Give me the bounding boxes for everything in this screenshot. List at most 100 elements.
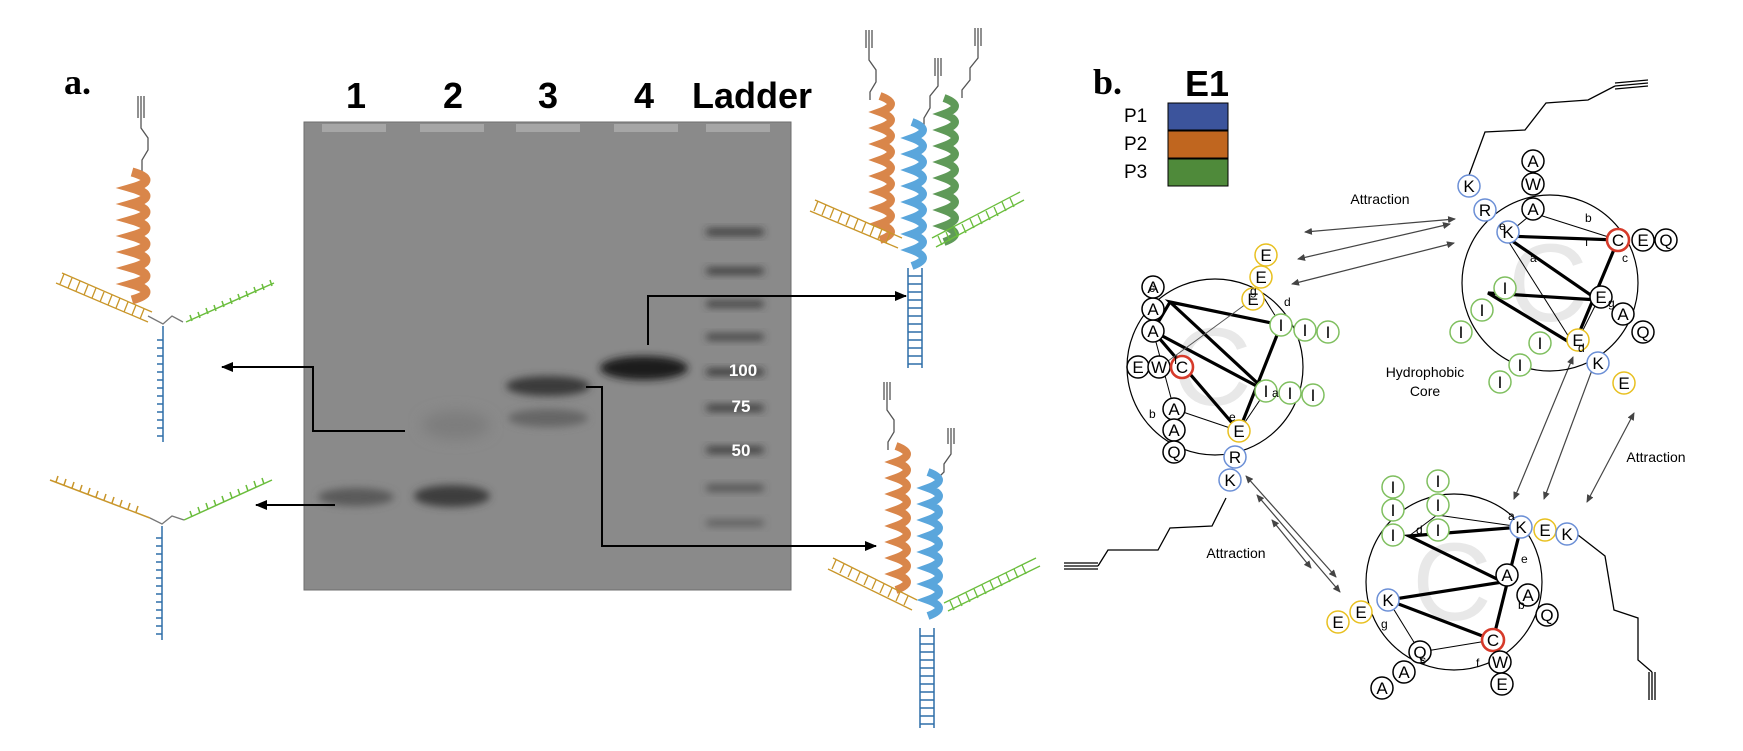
band-lane3-main bbox=[506, 376, 590, 396]
residue-letter: I bbox=[1436, 472, 1441, 491]
residue-letter: Q bbox=[1167, 443, 1180, 462]
heptad-position-label: c bbox=[1149, 281, 1155, 295]
residue-circle bbox=[1254, 379, 1278, 403]
residue: E bbox=[1589, 285, 1613, 309]
residue-circle bbox=[1589, 285, 1613, 309]
residue-circle bbox=[1254, 243, 1278, 267]
residue-letter: E bbox=[1572, 331, 1583, 350]
residue: K bbox=[1586, 351, 1610, 375]
residue-letter: E bbox=[1618, 374, 1629, 393]
residue-letter: K bbox=[1224, 471, 1236, 490]
arrow-lane4-to-three-peptide bbox=[647, 291, 907, 345]
residue-letter: C bbox=[1176, 358, 1188, 377]
residue-circle bbox=[1381, 475, 1405, 499]
heptad-position-label: d bbox=[1284, 295, 1291, 309]
residue: A bbox=[1141, 297, 1165, 321]
heptad-position-label: d bbox=[1416, 523, 1423, 537]
residue-letter: K bbox=[1463, 177, 1475, 196]
residue: A bbox=[1162, 397, 1186, 421]
lane-label-1: 1 bbox=[346, 75, 366, 116]
legend-swatch-p1 bbox=[1167, 102, 1229, 131]
residue-letter: K bbox=[1561, 525, 1573, 544]
residue-letter: I bbox=[1503, 279, 1508, 298]
attraction-label-bottom: Attraction bbox=[1206, 545, 1265, 561]
residue: A bbox=[1141, 319, 1165, 343]
gel-image: 100 75 50 bbox=[303, 121, 792, 591]
residue-letter: I bbox=[1391, 501, 1396, 520]
residue-letter: K bbox=[1502, 223, 1514, 242]
residue-letter: I bbox=[1288, 384, 1293, 403]
heptad-position-label: c bbox=[1622, 251, 1628, 265]
residue-circle bbox=[1316, 320, 1340, 344]
residue-circle bbox=[1162, 440, 1186, 464]
residue-circle bbox=[1249, 265, 1273, 289]
residue: I bbox=[1381, 523, 1405, 547]
residue-circle bbox=[1293, 318, 1317, 342]
residue-circle bbox=[1631, 228, 1655, 252]
residue-circle bbox=[1555, 522, 1579, 546]
residue-letter: Q bbox=[1540, 606, 1553, 625]
residue: E bbox=[1612, 371, 1636, 395]
residue: A bbox=[1162, 418, 1186, 442]
residue: W bbox=[1488, 650, 1512, 674]
panel-a-label: a. bbox=[64, 62, 91, 102]
residue-circle bbox=[1480, 627, 1506, 653]
lane-label-ladder: Ladder bbox=[692, 75, 812, 116]
residue-letter: I bbox=[1436, 521, 1441, 540]
residue-circle bbox=[1521, 197, 1545, 221]
residue: R bbox=[1473, 198, 1497, 222]
residue: K bbox=[1457, 174, 1481, 198]
residue: I bbox=[1269, 313, 1293, 337]
schematic-two-peptide bbox=[827, 382, 1041, 728]
lane-label-2: 2 bbox=[443, 75, 463, 116]
residue: I bbox=[1449, 320, 1473, 344]
residue-letter: E bbox=[1260, 246, 1271, 265]
residue: E bbox=[1241, 287, 1265, 311]
panel-b-label: b. bbox=[1093, 62, 1122, 102]
residue: A bbox=[1521, 197, 1545, 221]
residue-letter: A bbox=[1527, 200, 1539, 219]
band-lane2-smear bbox=[422, 411, 490, 439]
residue: Q bbox=[1631, 320, 1655, 344]
residue: A bbox=[1516, 583, 1540, 607]
residue: E bbox=[1631, 228, 1655, 252]
ladder-band bbox=[706, 301, 764, 307]
residue: K bbox=[1218, 468, 1242, 492]
ladder-band bbox=[706, 268, 764, 274]
residue-letter: I bbox=[1279, 316, 1284, 335]
heptad-position-label: b bbox=[1518, 598, 1525, 612]
residue: E bbox=[1249, 265, 1273, 289]
legend-swatch-p2 bbox=[1167, 130, 1229, 159]
residue: I bbox=[1426, 469, 1450, 493]
residue: I bbox=[1426, 493, 1450, 517]
band-lane3-lower bbox=[508, 409, 588, 427]
ladder-mark-50: 50 bbox=[732, 441, 751, 460]
residue: I bbox=[1426, 518, 1450, 542]
residue: Q bbox=[1535, 603, 1559, 627]
hydrophobic-core-line2: Core bbox=[1410, 383, 1441, 399]
residue: W bbox=[1521, 172, 1545, 196]
ladder-band bbox=[706, 447, 764, 453]
residue-circle bbox=[1516, 583, 1540, 607]
residue-letter: I bbox=[1436, 496, 1441, 515]
attraction-label-top: Attraction bbox=[1350, 191, 1409, 207]
residue: C bbox=[1169, 354, 1195, 380]
residue-letter: Q bbox=[1413, 643, 1426, 662]
residue: E bbox=[1349, 600, 1373, 624]
residue: A bbox=[1141, 275, 1165, 299]
residue: A bbox=[1392, 660, 1416, 684]
attraction-label-right: Attraction bbox=[1626, 449, 1685, 465]
residue-letter: A bbox=[1522, 586, 1534, 605]
residue-circle bbox=[1426, 518, 1450, 542]
residue-letter: I bbox=[1303, 321, 1308, 340]
residue-letter: C bbox=[1487, 631, 1499, 650]
heptad-position-label: g bbox=[1608, 296, 1615, 310]
residue-circle bbox=[1449, 320, 1473, 344]
arrow-lane3-to-two-peptide bbox=[586, 386, 877, 551]
residue: I bbox=[1488, 370, 1512, 394]
residue-letter: Q bbox=[1659, 231, 1672, 250]
residue-letter: E bbox=[1496, 675, 1507, 694]
residue-letter: A bbox=[1501, 566, 1513, 585]
